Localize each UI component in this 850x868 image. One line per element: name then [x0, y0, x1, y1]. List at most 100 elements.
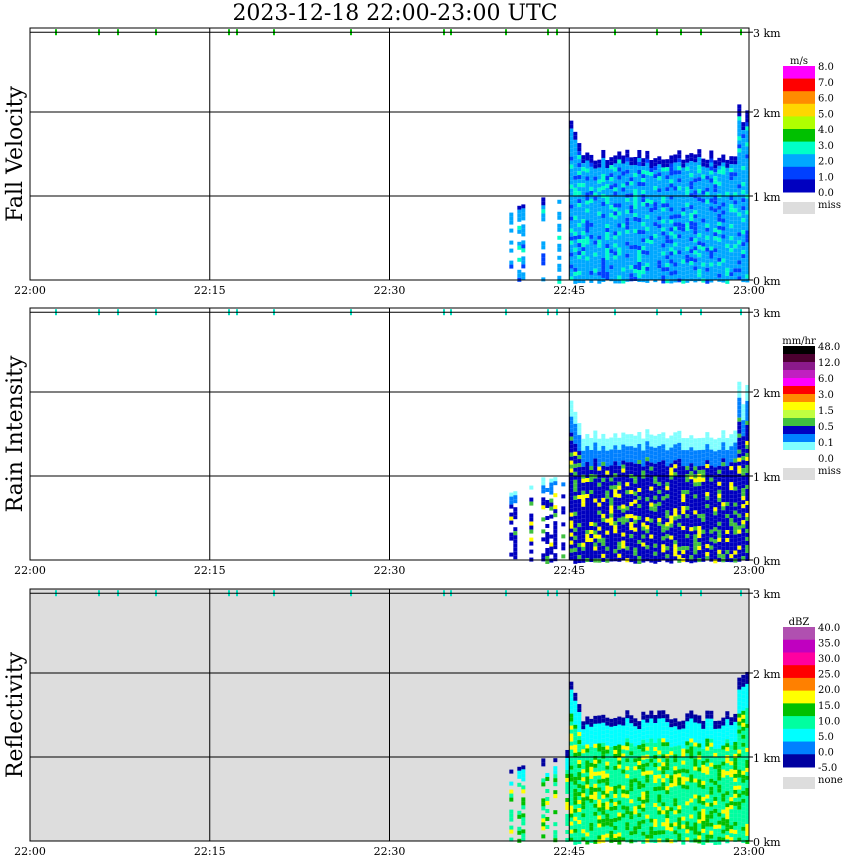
echo-cell: [733, 530, 738, 535]
echo-cell: [585, 530, 590, 535]
echo-cell: [637, 185, 642, 190]
echo-cell: [633, 770, 638, 775]
echo-cell: [577, 808, 582, 813]
echo-cell: [717, 157, 722, 162]
echo-cell: [637, 765, 642, 770]
echo-cell: [577, 147, 582, 152]
echo-cell: [609, 497, 614, 502]
echo-cell: [745, 408, 750, 413]
echo-cell: [665, 219, 670, 224]
echo-cell: [697, 775, 702, 780]
echo-cell: [657, 834, 662, 839]
echo-cell: [653, 827, 658, 832]
echo-cell: [577, 439, 582, 444]
echo-cell: [653, 439, 658, 444]
echo-cell: [633, 555, 638, 560]
echo-cell: [641, 546, 646, 551]
echo-cell: [541, 489, 546, 494]
echo-cell: [597, 795, 602, 800]
echo-cell: [713, 172, 718, 177]
echo-cell: [725, 195, 730, 200]
echo-cell: [585, 268, 590, 273]
echo-cell: [697, 827, 702, 832]
echo-cell: [669, 259, 674, 264]
echo-cell: [669, 187, 674, 192]
echo-cell: [593, 823, 598, 828]
echo-cell: [665, 215, 670, 220]
echo-cell: [633, 778, 638, 783]
echo-cell: [605, 240, 610, 245]
echo-cell: [561, 482, 566, 487]
echo-cell: [605, 454, 610, 459]
echo-cells: [509, 104, 750, 284]
echo-cell: [709, 481, 714, 486]
echo-cell: [569, 252, 574, 257]
echo-cell: [629, 727, 634, 732]
echo-cell: [637, 487, 642, 492]
echo-cell: [669, 443, 674, 448]
echo-cell: [605, 276, 610, 281]
echo-cell: [517, 225, 522, 230]
echo-cell: [741, 162, 746, 167]
echo-cell: [669, 435, 674, 440]
echo-cell: [613, 481, 618, 486]
colorbar-label: 6.0: [818, 374, 834, 385]
echo-cell: [673, 762, 678, 767]
echo-cell: [733, 438, 738, 443]
echo-cell: [677, 182, 682, 187]
echo-cell: [641, 534, 646, 539]
echo-cell: [697, 739, 702, 744]
echo-cell: [709, 170, 714, 175]
echo-cell: [721, 817, 726, 822]
echo-cell: [741, 532, 746, 537]
echo-cell: [677, 781, 682, 786]
echo-cell: [605, 232, 610, 237]
echo-cell: [557, 279, 562, 284]
echo-cell: [593, 188, 598, 193]
echo-cell: [593, 719, 598, 724]
echo-cell: [653, 831, 658, 836]
echo-cell: [729, 216, 734, 221]
echo-cell: [557, 223, 562, 228]
echo-cell: [649, 470, 654, 475]
echo-cell: [629, 454, 634, 459]
echo-cell: [601, 517, 606, 522]
echo-cell: [729, 260, 734, 265]
echo-cell: [597, 255, 602, 260]
echo-cell: [637, 467, 642, 472]
echo-cell: [581, 466, 586, 471]
echo-cell: [741, 544, 746, 549]
echo-cell: [621, 512, 626, 517]
echo-cell: [521, 276, 526, 281]
echo-cell: [573, 459, 578, 464]
echo-cell: [721, 829, 726, 834]
echo-cell: [709, 766, 714, 771]
echo-cell: [745, 464, 750, 469]
echo-cell: [745, 532, 750, 537]
echo-cell: [641, 490, 646, 495]
echo-cell: [661, 468, 666, 473]
echo-cell: [653, 270, 658, 275]
echo-cell: [677, 829, 682, 834]
echo-cell: [569, 492, 574, 497]
echo-cell: [713, 196, 718, 201]
echo-cell: [609, 485, 614, 490]
echo-cell: [633, 547, 638, 552]
echo-cell: [637, 479, 642, 484]
echo-cell: [693, 794, 698, 799]
echo-cell: [605, 176, 610, 181]
echo-cell: [633, 212, 638, 217]
echo-cell: [649, 758, 654, 763]
echo-cell: [733, 797, 738, 802]
echo-cell: [673, 746, 678, 751]
echo-cell: [617, 163, 622, 168]
echo-cell: [697, 466, 702, 471]
echo-cell: [589, 822, 594, 827]
echo-cell: [665, 742, 670, 747]
echo-cell: [713, 824, 718, 829]
echo-cell: [645, 437, 650, 442]
echo-cell: [617, 501, 622, 506]
echo-cell: [669, 803, 674, 808]
echo-cell: [737, 757, 742, 762]
echo-cell: [589, 170, 594, 175]
